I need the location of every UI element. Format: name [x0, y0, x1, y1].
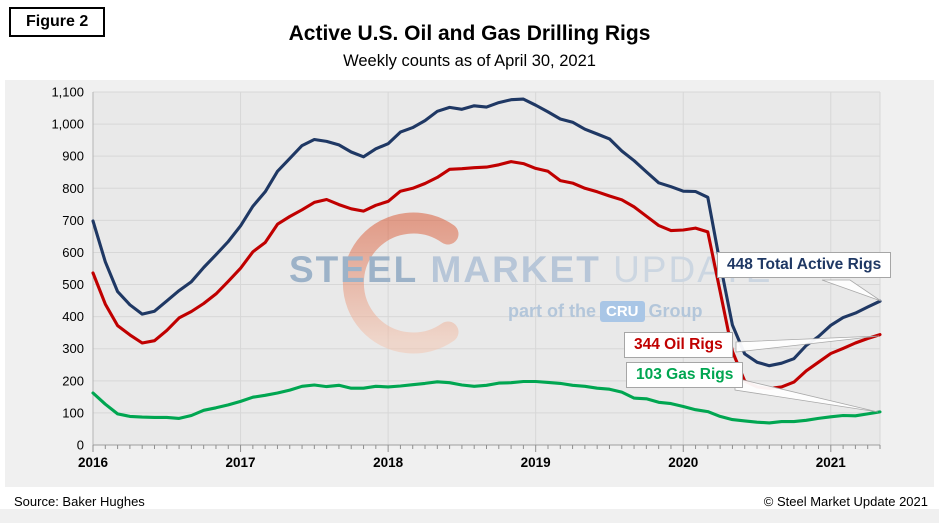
callout-oil-rigs: 344 Oil Rigs: [624, 332, 733, 358]
chart-title: Active U.S. Oil and Gas Drilling Rigs: [288, 22, 651, 45]
watermark-brand-text: STEEL MARKET UPDATE: [289, 249, 772, 291]
copyright-note: © Steel Market Update 2021: [763, 494, 928, 509]
watermark-word-market: MARKET: [430, 249, 601, 290]
bottom-strip: [0, 509, 939, 523]
callout-total-active-rigs: 448 Total Active Rigs: [717, 252, 892, 278]
source-note: Source: Baker Hughes: [14, 494, 145, 509]
figure-label: Figure 2: [9, 7, 106, 37]
watermark-tagline-prefix: part of the: [508, 301, 596, 321]
cru-logo-badge: CRU: [600, 301, 645, 322]
chart-subtitle: Weekly counts as of April 30, 2021: [343, 52, 596, 70]
watermark-tagline-suffix: Group: [648, 301, 703, 321]
watermark-tagline: part of the CRU Group: [508, 301, 703, 323]
callout-gas-rigs: 103 Gas Rigs: [626, 362, 744, 388]
watermark-word-steel: STEEL: [289, 249, 419, 290]
